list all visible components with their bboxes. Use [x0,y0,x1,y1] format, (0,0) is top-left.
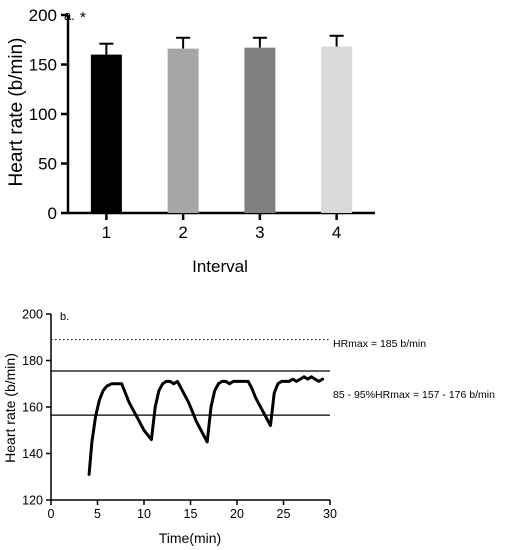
bar [167,48,199,213]
y-tick-label-b: 160 [22,401,43,415]
panel-a-ylabel: Heart rate (b/min) [6,38,27,187]
target-band-label: 85 - 95%HRmax = 157 - 176 b/min [333,389,495,401]
panel-b-label: b. [60,311,69,323]
x-tick-label-b: 0 [48,507,55,521]
panel-a-xlabel: Interval [192,257,248,276]
x-tick-label-b: 30 [323,507,337,521]
y-tick-label-a: 50 [38,155,57,174]
bar [90,54,122,213]
x-tick-label-b: 10 [137,507,151,521]
x-tick-label-a: 3 [255,223,264,242]
y-tick-label-a: 200 [29,6,57,25]
x-tick-label-a: 4 [332,223,341,242]
bar [244,47,276,213]
bar [321,46,353,214]
panel-b-ylabel: Heart rate (b/min) [2,353,18,463]
y-tick-label-b: 140 [22,447,43,461]
y-tick-label-b: 120 [22,494,43,508]
x-tick-label-a: 2 [178,223,187,242]
hrmax-label: HRmax = 185 b/min [333,338,426,350]
x-tick-label-b: 25 [277,507,291,521]
y-tick-label-b: 180 [22,354,43,368]
x-tick-label-b: 15 [184,507,198,521]
y-tick-label-a: 150 [29,56,57,75]
x-tick-label-b: 20 [230,507,244,521]
x-tick-label-b: 5 [94,507,101,521]
panel-a-significance: * [80,9,86,26]
y-tick-label-a: 0 [48,204,57,223]
x-tick-label-a: 1 [102,223,111,242]
panel-b-plot: 120 140 160 180 200 0 5 10 15 20 25 30 [22,308,337,522]
y-tick-label-a: 100 [29,105,57,124]
y-tick-label-b: 200 [22,308,43,322]
heart-rate-line [87,375,325,476]
panel-b-xlabel: Time(min) [159,530,221,546]
panel-a-plot: 0 50 100 150 200 1 2 3 4 [29,6,375,242]
panel-a-label: a. [64,8,75,23]
